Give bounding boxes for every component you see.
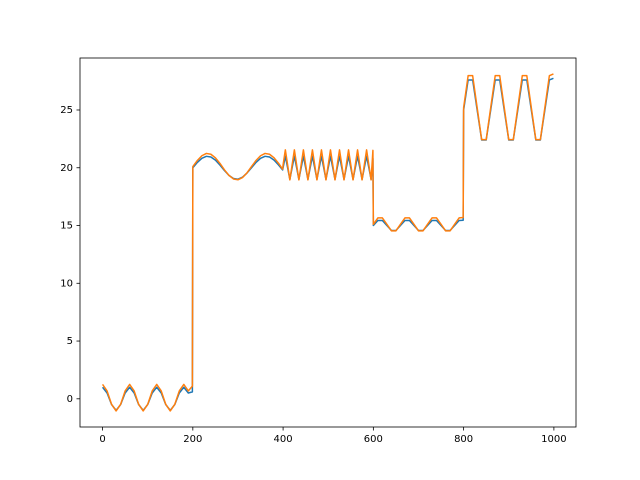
y-tick-label: 25 xyxy=(60,105,73,116)
y-tick-label: 0 xyxy=(67,394,73,405)
x-tick-label: 400 xyxy=(274,434,293,445)
y-tick-label: 20 xyxy=(60,163,73,174)
x-tick-label: 800 xyxy=(454,434,473,445)
y-tick-label: 15 xyxy=(60,221,73,232)
y-tick-label: 5 xyxy=(67,336,73,347)
x-tick-label: 200 xyxy=(183,434,202,445)
plot-frame xyxy=(79,57,577,428)
x-tick-label: 0 xyxy=(99,434,105,445)
x-tick-label: 1000 xyxy=(541,434,566,445)
x-tick-label: 600 xyxy=(364,434,383,445)
line xyxy=(101,73,554,412)
y-tick-label: 10 xyxy=(60,278,73,289)
